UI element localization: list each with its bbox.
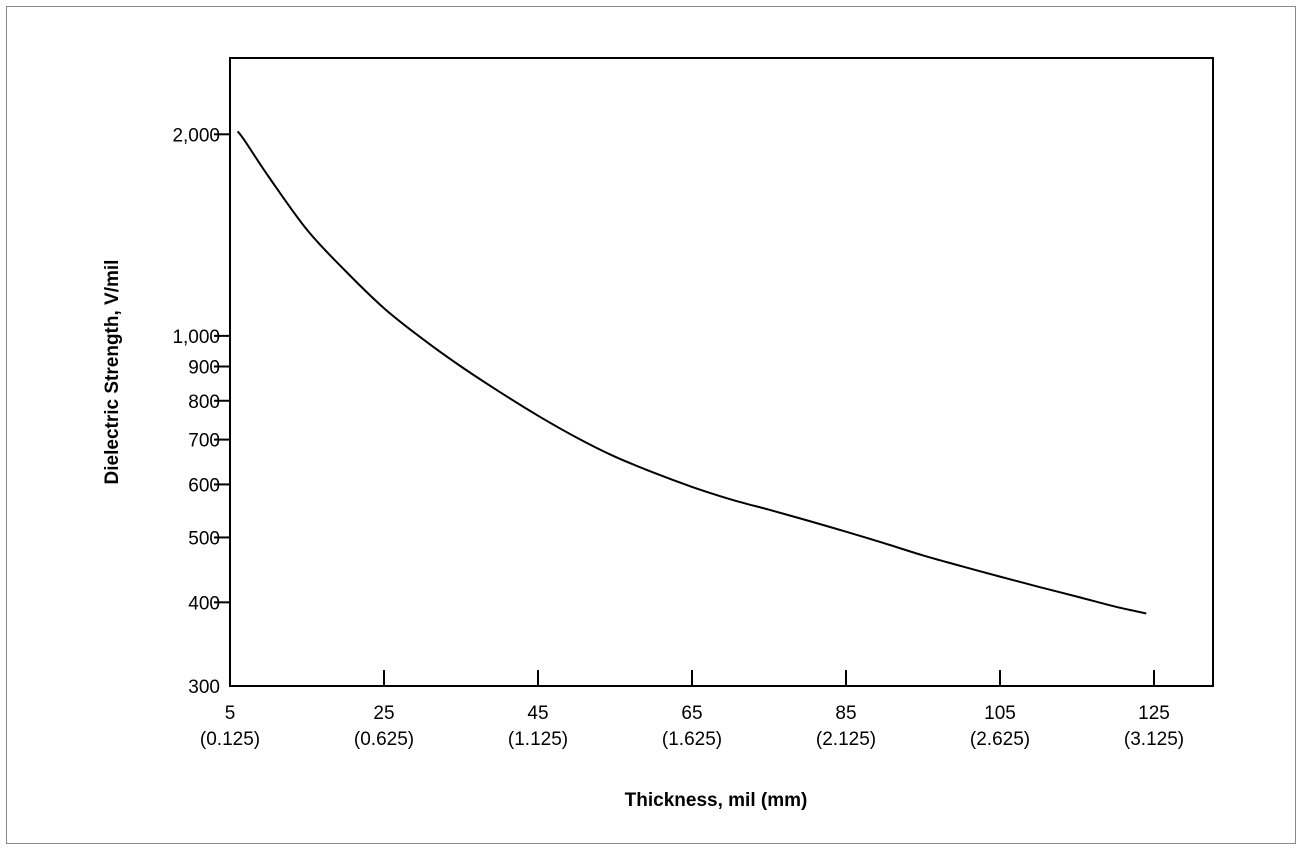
- x-tick-label: 125: [1138, 703, 1170, 724]
- y-tick-label: 1,000: [172, 327, 220, 348]
- x-tick-label: 45: [527, 703, 548, 724]
- x-tick-label: 85: [835, 703, 856, 724]
- x-tick-label: 25: [373, 703, 394, 724]
- x-tick-sublabel: (1.125): [508, 729, 568, 750]
- y-tick-label: 800: [188, 392, 220, 413]
- y-tick-label: 900: [188, 358, 220, 379]
- x-tick-sublabel: (2.625): [970, 729, 1030, 750]
- y-tick-label: 2,000: [172, 125, 220, 146]
- x-tick-sublabel: (0.625): [354, 729, 414, 750]
- x-tick-sublabel: (3.125): [1124, 729, 1184, 750]
- x-tick-sublabel: (1.625): [662, 729, 722, 750]
- series-line: [236, 130, 1147, 615]
- y-tick-label: 600: [188, 475, 220, 496]
- y-axis-ticks: 300 400 500 600 700 800 900 1,000 2,000: [172, 125, 230, 698]
- y-tick-label: 500: [188, 528, 220, 549]
- x-axis-ticks: 5 (0.125) 25 (0.625) 45 (1.125) 65 (1.625) 85 (2.…: [200, 670, 1184, 750]
- x-axis-title: Thickness, mil (mm): [625, 790, 808, 811]
- y-tick-label: 300: [188, 677, 220, 698]
- y-tick-label: 700: [188, 431, 220, 452]
- x-tick-label: 65: [681, 703, 702, 724]
- x-tick-sublabel: (0.125): [200, 729, 260, 750]
- plot-area: [229, 57, 1214, 687]
- x-tick-label: 105: [984, 703, 1016, 724]
- y-tick-label: 400: [188, 593, 220, 614]
- chart-frame: [6, 6, 1296, 844]
- x-tick-sublabel: (2.125): [816, 729, 876, 750]
- x-tick-label: 5: [225, 703, 236, 724]
- y-axis-title: Dielectric Strength, V/mil: [102, 260, 123, 485]
